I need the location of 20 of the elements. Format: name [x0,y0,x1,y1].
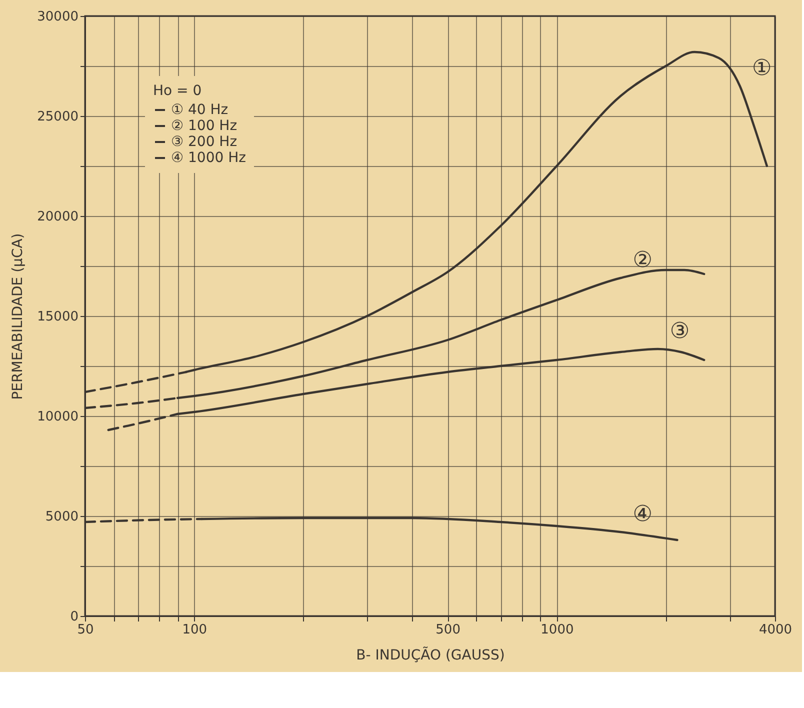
x-axis-title: B- INDUÇÃO (GAUSS) [356,646,505,664]
y-tick-label: 5000 [45,510,78,524]
y-tick-label: 30000 [37,10,78,24]
legend-label: ① 40 Hz [171,102,228,118]
y-tick-label: 10000 [37,410,78,424]
legend-title: Ho = 0 [153,83,202,99]
y-tick-label: 25000 [37,110,78,124]
legend-label: ④ 1000 Hz [171,150,246,166]
x-tick-label: 1000 [540,622,574,638]
legend-label: ③ 200 Hz [171,134,238,150]
y-tick-label: 20000 [37,210,78,224]
annotation: ③ [670,319,690,344]
legend-label: ② 100 Hz [171,118,238,134]
x-tick-label: 100 [182,622,208,638]
x-tick-label: 500 [436,622,460,638]
y-axis-title: PERMEABILIDADE (μCA) [10,233,26,400]
y-tick-label: 0 [70,610,78,624]
y-tick-label: 15000 [37,310,78,324]
x-tick-label: 50 [77,622,94,638]
x-tick-label: 4000 [758,622,792,638]
